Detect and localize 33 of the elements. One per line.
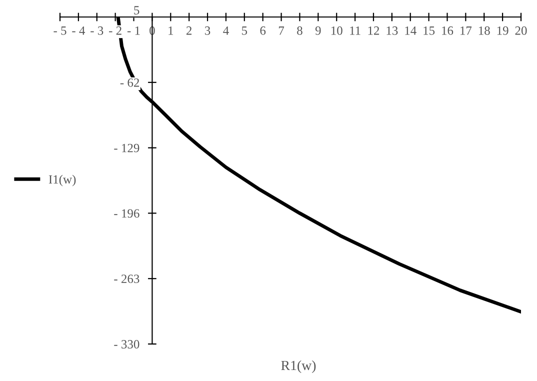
x-tick-label: - 2 — [109, 26, 122, 35]
x-tick-label: 5 — [242, 26, 248, 35]
y-tick-label: - 129 — [114, 144, 140, 152]
x-tick-label: 10 — [331, 26, 342, 35]
x-tick-label: 18 — [478, 26, 490, 35]
x-tick-label: 8 — [297, 26, 302, 35]
x-tick-label: 1 — [168, 26, 174, 35]
y-tick-label: - 62 — [120, 78, 140, 87]
x-tick-label: 3 — [204, 26, 210, 35]
x-tick-label: 20 — [515, 26, 527, 35]
x-tick-label: - 3 — [90, 26, 104, 35]
x-tick-label: 19 — [497, 26, 508, 35]
x-tick-label: 2 — [186, 26, 192, 35]
y-tick-label: - 263 — [114, 274, 140, 284]
x-tick-label: 11 — [350, 26, 360, 35]
x-tick-label: 6 — [260, 26, 266, 35]
x-tick-label: 14 — [405, 26, 416, 35]
x-tick-label: 16 — [442, 26, 454, 35]
x-tick-label: 15 — [424, 26, 435, 35]
x-tick-label: - 1 — [127, 26, 140, 35]
y-tick-label: - 196 — [114, 209, 140, 218]
x-tick-label: 9 — [315, 26, 321, 35]
x-axis-title: R1(w) — [281, 360, 316, 373]
x-tick-label: 4 — [223, 26, 229, 35]
x-tick-label: 13 — [386, 26, 398, 35]
legend-label: I1(w) — [48, 174, 76, 186]
x-tick-label: 17 — [460, 26, 472, 35]
y-tick-label: - 330 — [114, 340, 140, 348]
x-tick-label: - 4 — [72, 26, 86, 35]
x-tick-label: 7 — [278, 26, 284, 35]
x-tick-label: 12 — [368, 26, 380, 35]
x-tick-label: - 5 — [54, 26, 66, 35]
y-tick-label: 5 — [134, 6, 140, 14]
